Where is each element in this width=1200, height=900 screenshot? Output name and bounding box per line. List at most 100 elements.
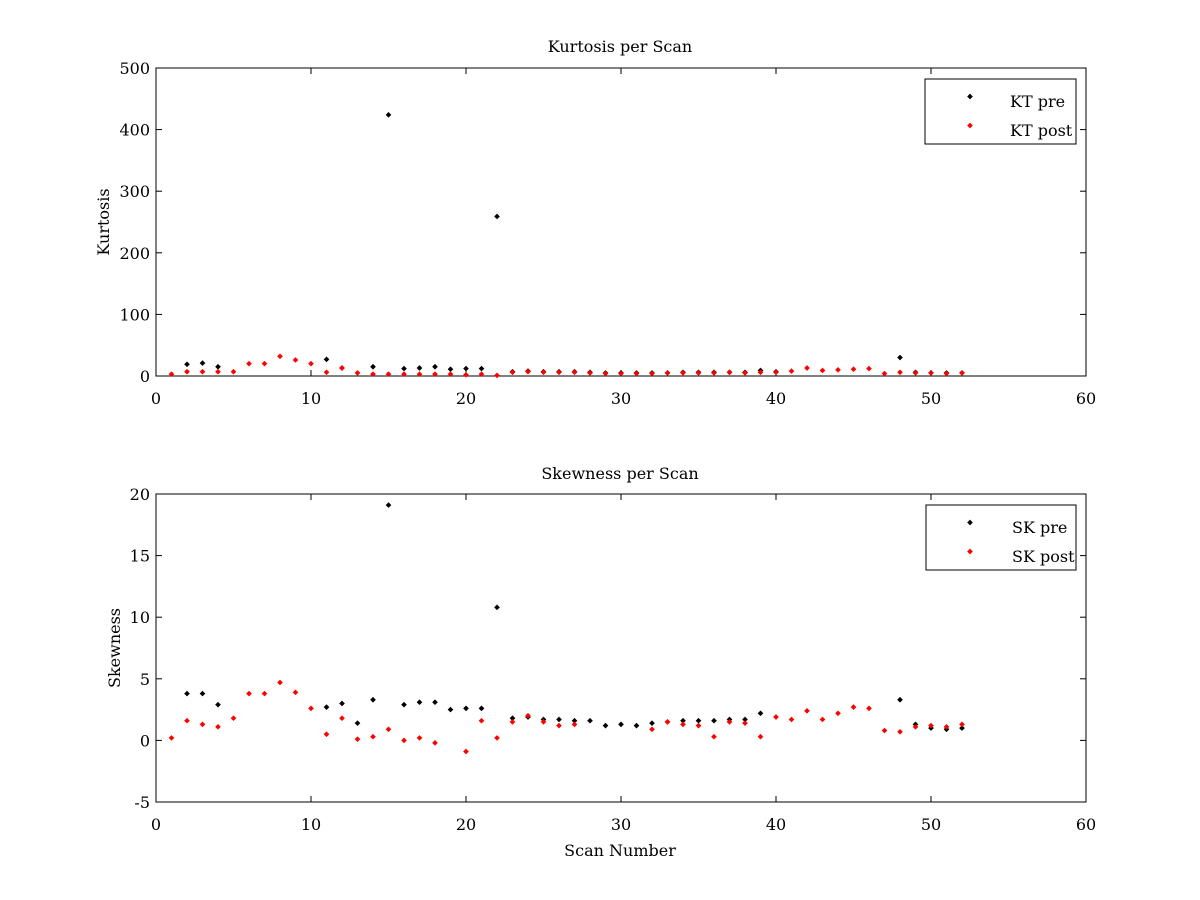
data-point-sk-pre xyxy=(215,701,221,708)
skewness-legend-box xyxy=(925,504,1077,571)
y-tick-label: 200 xyxy=(119,244,150,263)
data-point-sk-post xyxy=(742,720,748,726)
data-point-kt-pre xyxy=(447,366,454,373)
data-point-kt-post xyxy=(788,368,795,374)
data-point-kt-post xyxy=(540,369,547,376)
data-point-sk-pre xyxy=(339,700,345,707)
data-point-sk-pre xyxy=(478,705,485,712)
data-point-kt-post xyxy=(742,370,748,376)
x-tick-label: 60 xyxy=(1076,815,1096,834)
data-point-sk-post xyxy=(540,719,547,725)
kurtosis-y-axis-label: Kurtosis xyxy=(94,188,113,255)
data-point-kt-post xyxy=(711,370,717,376)
data-point-sk-post xyxy=(912,724,919,730)
data-point-kt-post xyxy=(370,371,376,377)
data-point-kt-post xyxy=(649,370,655,377)
data-point-sk-post xyxy=(168,735,175,741)
data-point-sk-post xyxy=(339,715,345,722)
data-point-sk-pre xyxy=(354,720,361,726)
data-point-kt-post xyxy=(773,369,779,376)
data-point-kt-post xyxy=(168,371,175,377)
data-point-sk-post xyxy=(261,690,268,697)
data-point-sk-pre xyxy=(184,690,190,697)
legend-marker-kt-post xyxy=(967,122,973,129)
data-point-kt-post xyxy=(463,371,469,378)
data-point-sk-post xyxy=(804,708,810,714)
data-point-kt-post xyxy=(385,371,392,377)
data-point-sk-post xyxy=(323,731,330,738)
data-point-sk-pre xyxy=(959,725,965,731)
data-point-kt-post xyxy=(912,370,919,376)
y-tick-label: 10 xyxy=(130,608,150,627)
data-point-sk-post xyxy=(819,716,826,723)
data-point-kt-post xyxy=(602,370,609,377)
data-point-kt-post xyxy=(525,368,531,375)
data-point-kt-post xyxy=(866,365,872,372)
data-point-sk-pre xyxy=(494,604,500,611)
data-point-sk-post xyxy=(773,714,779,720)
y-tick-label: 0 xyxy=(140,731,150,750)
y-tick-label: 500 xyxy=(119,59,150,78)
data-point-kt-post xyxy=(292,357,299,363)
legend-label-sk-pre: SK pre xyxy=(1012,518,1067,537)
y-tick-label: 20 xyxy=(130,485,150,504)
data-point-kt-post xyxy=(230,368,237,375)
kurtosis-data-points xyxy=(168,111,965,379)
data-point-kt-post xyxy=(323,369,330,376)
kurtosis-chart-title: Kurtosis per Scan xyxy=(548,37,692,56)
data-point-sk-post xyxy=(835,710,841,717)
skewness-y-axis-label: Skewness xyxy=(105,608,124,688)
x-tick-label: 40 xyxy=(766,389,786,408)
data-point-kt-post xyxy=(850,366,857,373)
data-point-sk-pre xyxy=(556,716,562,723)
data-point-kt-post xyxy=(587,370,593,376)
y-tick-label: 300 xyxy=(119,182,150,201)
data-point-sk-pre xyxy=(370,696,376,703)
kurtosis-legend-box xyxy=(924,78,1077,145)
data-point-sk-post xyxy=(695,722,702,729)
x-tick-label: 10 xyxy=(301,815,321,834)
x-tick-label: 50 xyxy=(921,389,941,408)
data-point-sk-post xyxy=(959,721,965,728)
data-point-kt-pre xyxy=(370,363,376,370)
x-axis-label: Scan Number xyxy=(564,841,676,860)
legend-marker-kt-pre xyxy=(967,93,973,100)
kurtosis-axis-ticks: 0 10 20 30 40 50 60 0 100 200 300 400 500 xyxy=(119,59,1096,408)
data-point-sk-post xyxy=(556,722,562,729)
data-point-kt-post xyxy=(354,370,361,376)
data-point-kt-post xyxy=(680,370,686,376)
data-point-sk-pre xyxy=(587,717,593,724)
y-tick-label: 100 xyxy=(119,305,150,324)
data-point-sk-post xyxy=(292,689,299,696)
data-point-sk-post xyxy=(401,737,407,744)
data-point-sk-post xyxy=(277,679,283,686)
data-point-sk-pre xyxy=(385,502,392,508)
data-point-kt-post xyxy=(726,369,733,376)
data-point-kt-post xyxy=(959,370,965,376)
data-point-sk-pre xyxy=(897,696,903,703)
y-tick-label: -5 xyxy=(134,793,150,812)
data-point-kt-post xyxy=(695,370,702,376)
data-point-sk-post xyxy=(308,705,314,712)
data-point-kt-post xyxy=(897,369,903,376)
data-point-sk-post xyxy=(680,721,686,728)
data-point-kt-post xyxy=(215,368,221,375)
data-point-kt-post xyxy=(432,371,438,377)
data-point-sk-pre xyxy=(416,699,423,706)
data-point-sk-pre xyxy=(649,720,655,726)
data-point-kt-post xyxy=(618,370,624,377)
data-point-kt-post xyxy=(199,368,206,375)
data-point-sk-pre xyxy=(742,716,748,723)
data-point-sk-post xyxy=(928,722,934,729)
y-tick-label: 0 xyxy=(140,367,150,386)
data-point-kt-pre xyxy=(184,361,190,368)
data-point-kt-pre xyxy=(385,111,392,118)
data-point-sk-post xyxy=(478,717,485,724)
data-point-kt-pre xyxy=(897,354,903,361)
legend-label-kt-post: KT post xyxy=(1010,121,1073,140)
data-point-kt-post xyxy=(401,371,407,377)
data-point-kt-post xyxy=(494,372,500,379)
kurtosis-legend: KT pre KT post xyxy=(924,78,1077,145)
x-tick-label: 20 xyxy=(456,389,476,408)
x-tick-label: 0 xyxy=(151,389,161,408)
